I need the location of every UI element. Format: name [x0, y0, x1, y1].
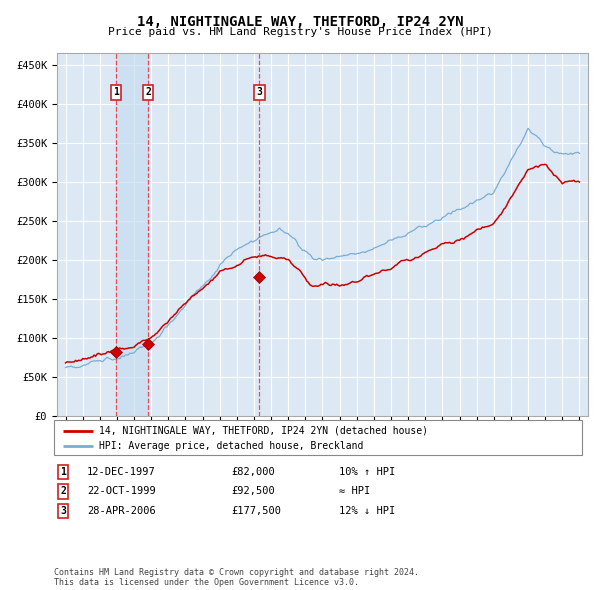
- Text: 14, NIGHTINGALE WAY, THETFORD, IP24 2YN (detached house): 14, NIGHTINGALE WAY, THETFORD, IP24 2YN …: [99, 426, 428, 435]
- Text: 12% ↓ HPI: 12% ↓ HPI: [339, 506, 395, 516]
- Text: 3: 3: [257, 87, 262, 97]
- Bar: [116, 53, 148, 416]
- Text: 2: 2: [60, 487, 66, 496]
- Text: 14, NIGHTINGALE WAY, THETFORD, IP24 2YN: 14, NIGHTINGALE WAY, THETFORD, IP24 2YN: [137, 15, 463, 30]
- Text: £177,500: £177,500: [231, 506, 281, 516]
- Text: 28-APR-2006: 28-APR-2006: [87, 506, 156, 516]
- Text: 12-DEC-1997: 12-DEC-1997: [87, 467, 156, 477]
- Text: £82,000: £82,000: [231, 467, 275, 477]
- Text: 1: 1: [60, 467, 66, 477]
- Text: 3: 3: [60, 506, 66, 516]
- Text: Contains HM Land Registry data © Crown copyright and database right 2024.
This d: Contains HM Land Registry data © Crown c…: [54, 568, 419, 587]
- Text: HPI: Average price, detached house, Breckland: HPI: Average price, detached house, Brec…: [99, 441, 364, 451]
- Text: £92,500: £92,500: [231, 487, 275, 496]
- Text: 22-OCT-1999: 22-OCT-1999: [87, 487, 156, 496]
- Text: 10% ↑ HPI: 10% ↑ HPI: [339, 467, 395, 477]
- Text: Price paid vs. HM Land Registry's House Price Index (HPI): Price paid vs. HM Land Registry's House …: [107, 27, 493, 37]
- Text: 2: 2: [145, 87, 151, 97]
- Text: ≈ HPI: ≈ HPI: [339, 487, 370, 496]
- Text: 1: 1: [113, 87, 119, 97]
